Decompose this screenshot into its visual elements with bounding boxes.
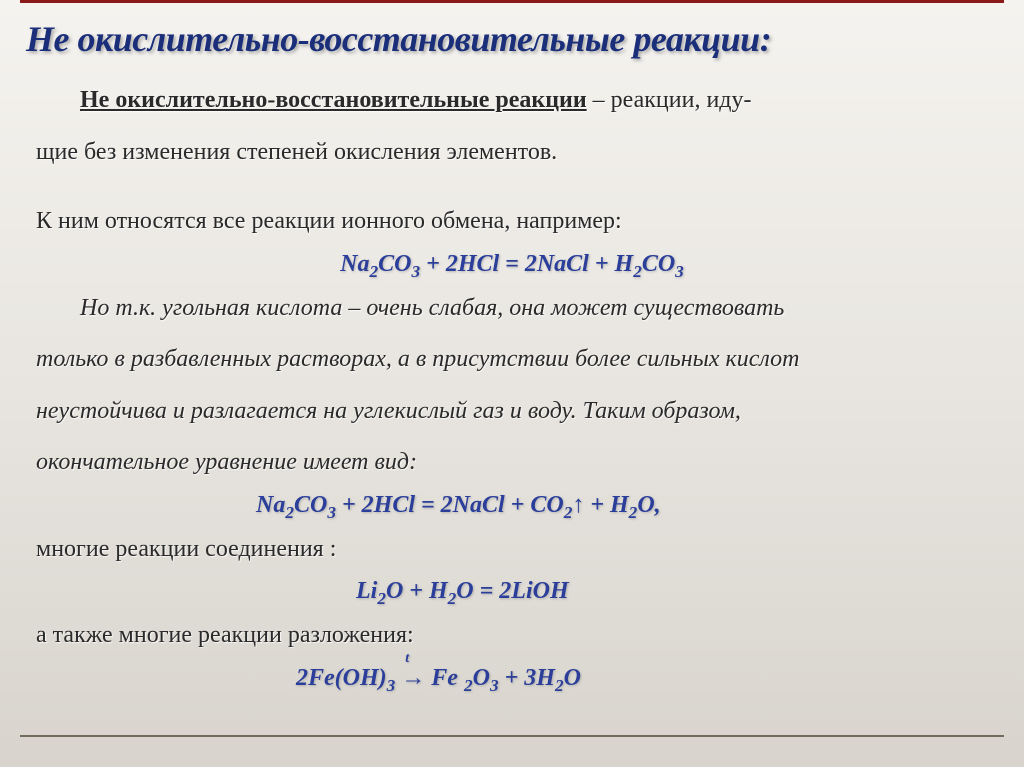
definition-dash: – реакции, иду- — [587, 87, 752, 113]
slide-title: Не окислительно-восстановительные реакци… — [26, 18, 988, 60]
formula-4-t: t — [405, 651, 409, 667]
slide-content: Не окислительно-восстановительные реакци… — [0, 0, 1024, 720]
line-ion-exchange: К ним относятся все реакции ионного обме… — [36, 199, 988, 245]
formula-4: 2Fe(OH)3 →t Fe 2O3 + 3H2O — [36, 665, 988, 696]
italic-line-1: Но т.к. угольная кислота – очень слабая,… — [36, 286, 988, 332]
definition-cont: щие без изменения степеней окисления эле… — [36, 130, 988, 176]
italic-line-3: неустойчива и разлагается на углекислый … — [36, 389, 988, 435]
line-compound: многие реакции соединения : — [36, 527, 988, 573]
formula-2: Na2CO3 + 2HCl = 2NaCl + CO2↑ + H2O, — [36, 492, 988, 523]
definition-term: Не окислительно-восстановительные реакци… — [80, 87, 587, 113]
top-border — [20, 0, 1004, 3]
definition-paragraph: Не окислительно-восстановительные реакци… — [36, 78, 988, 124]
formula-3: Li2O + H2O = 2LiOH — [36, 578, 988, 609]
bottom-border — [20, 735, 1004, 737]
line-decomposition: а также многие реакции разложения: — [36, 613, 988, 659]
italic-line-2: только в разбавленных растворах, а в при… — [36, 337, 988, 383]
italic-line-4: окончательное уравнение имеет вид: — [36, 440, 988, 486]
formula-1: Na2CO3 + 2HCl = 2NaCl + H2CO3 — [36, 251, 988, 282]
